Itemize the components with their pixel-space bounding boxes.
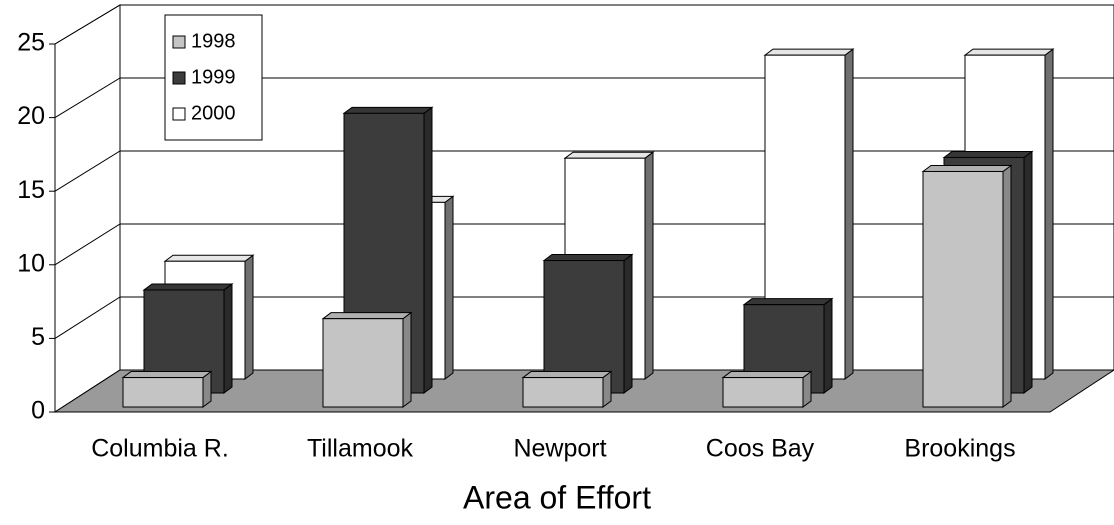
bar-side	[844, 48, 854, 380]
legend-label: 2000	[191, 102, 236, 124]
bar-top	[142, 283, 234, 291]
x-tick-label: Tillamook	[307, 435, 414, 463]
bar-top	[542, 254, 634, 262]
y-tick-label: 5	[31, 323, 45, 351]
legend-label: 1998	[191, 30, 236, 52]
legend-swatch	[172, 107, 186, 121]
legend: 1998 1999 2000	[164, 14, 263, 141]
bar-side	[1044, 48, 1054, 380]
bar-top	[963, 48, 1055, 56]
bar-side	[623, 253, 633, 394]
x-tick-label: Coos Bay	[706, 435, 815, 463]
side-wall	[54, 4, 121, 413]
bar-side	[644, 151, 654, 380]
y-tick-label: 10	[17, 249, 45, 277]
legend-swatch	[172, 35, 186, 49]
bar-top	[563, 151, 655, 159]
bar-top	[321, 312, 413, 320]
y-tick-label: 15	[17, 176, 45, 204]
x-axis-label: Area of Effort	[463, 479, 651, 515]
y-tick-label: 20	[17, 102, 45, 130]
bar	[122, 377, 204, 408]
bar	[922, 170, 1004, 408]
legend-label: 1999	[191, 66, 236, 88]
bar-side	[444, 195, 454, 380]
bar-top	[921, 164, 1013, 172]
bar-side	[223, 282, 233, 394]
bar-top	[742, 298, 834, 306]
bar-side	[423, 106, 433, 394]
bar-top	[763, 48, 855, 56]
bar	[722, 377, 804, 408]
legend-swatch	[172, 71, 186, 85]
bar	[322, 318, 404, 408]
bar-side	[1023, 150, 1033, 394]
y-tick-label: 0	[31, 397, 45, 425]
grid-line	[54, 4, 1114, 45]
y-tick-label: 25	[17, 29, 45, 57]
bar-top	[521, 371, 613, 379]
x-tick-label: Brookings	[904, 435, 1015, 463]
bar-top	[121, 371, 213, 379]
bar-side	[244, 254, 254, 380]
bar-side	[1002, 164, 1012, 408]
bar-side	[402, 311, 412, 408]
bar	[522, 377, 604, 408]
bar-top	[163, 254, 255, 262]
bar-top	[342, 106, 434, 114]
x-tick-label: Columbia R.	[91, 435, 229, 463]
bar-top	[721, 371, 813, 379]
x-tick-label: Newport	[513, 435, 606, 463]
bar-side	[823, 297, 833, 394]
bar	[543, 260, 625, 394]
bar-top	[942, 150, 1034, 158]
